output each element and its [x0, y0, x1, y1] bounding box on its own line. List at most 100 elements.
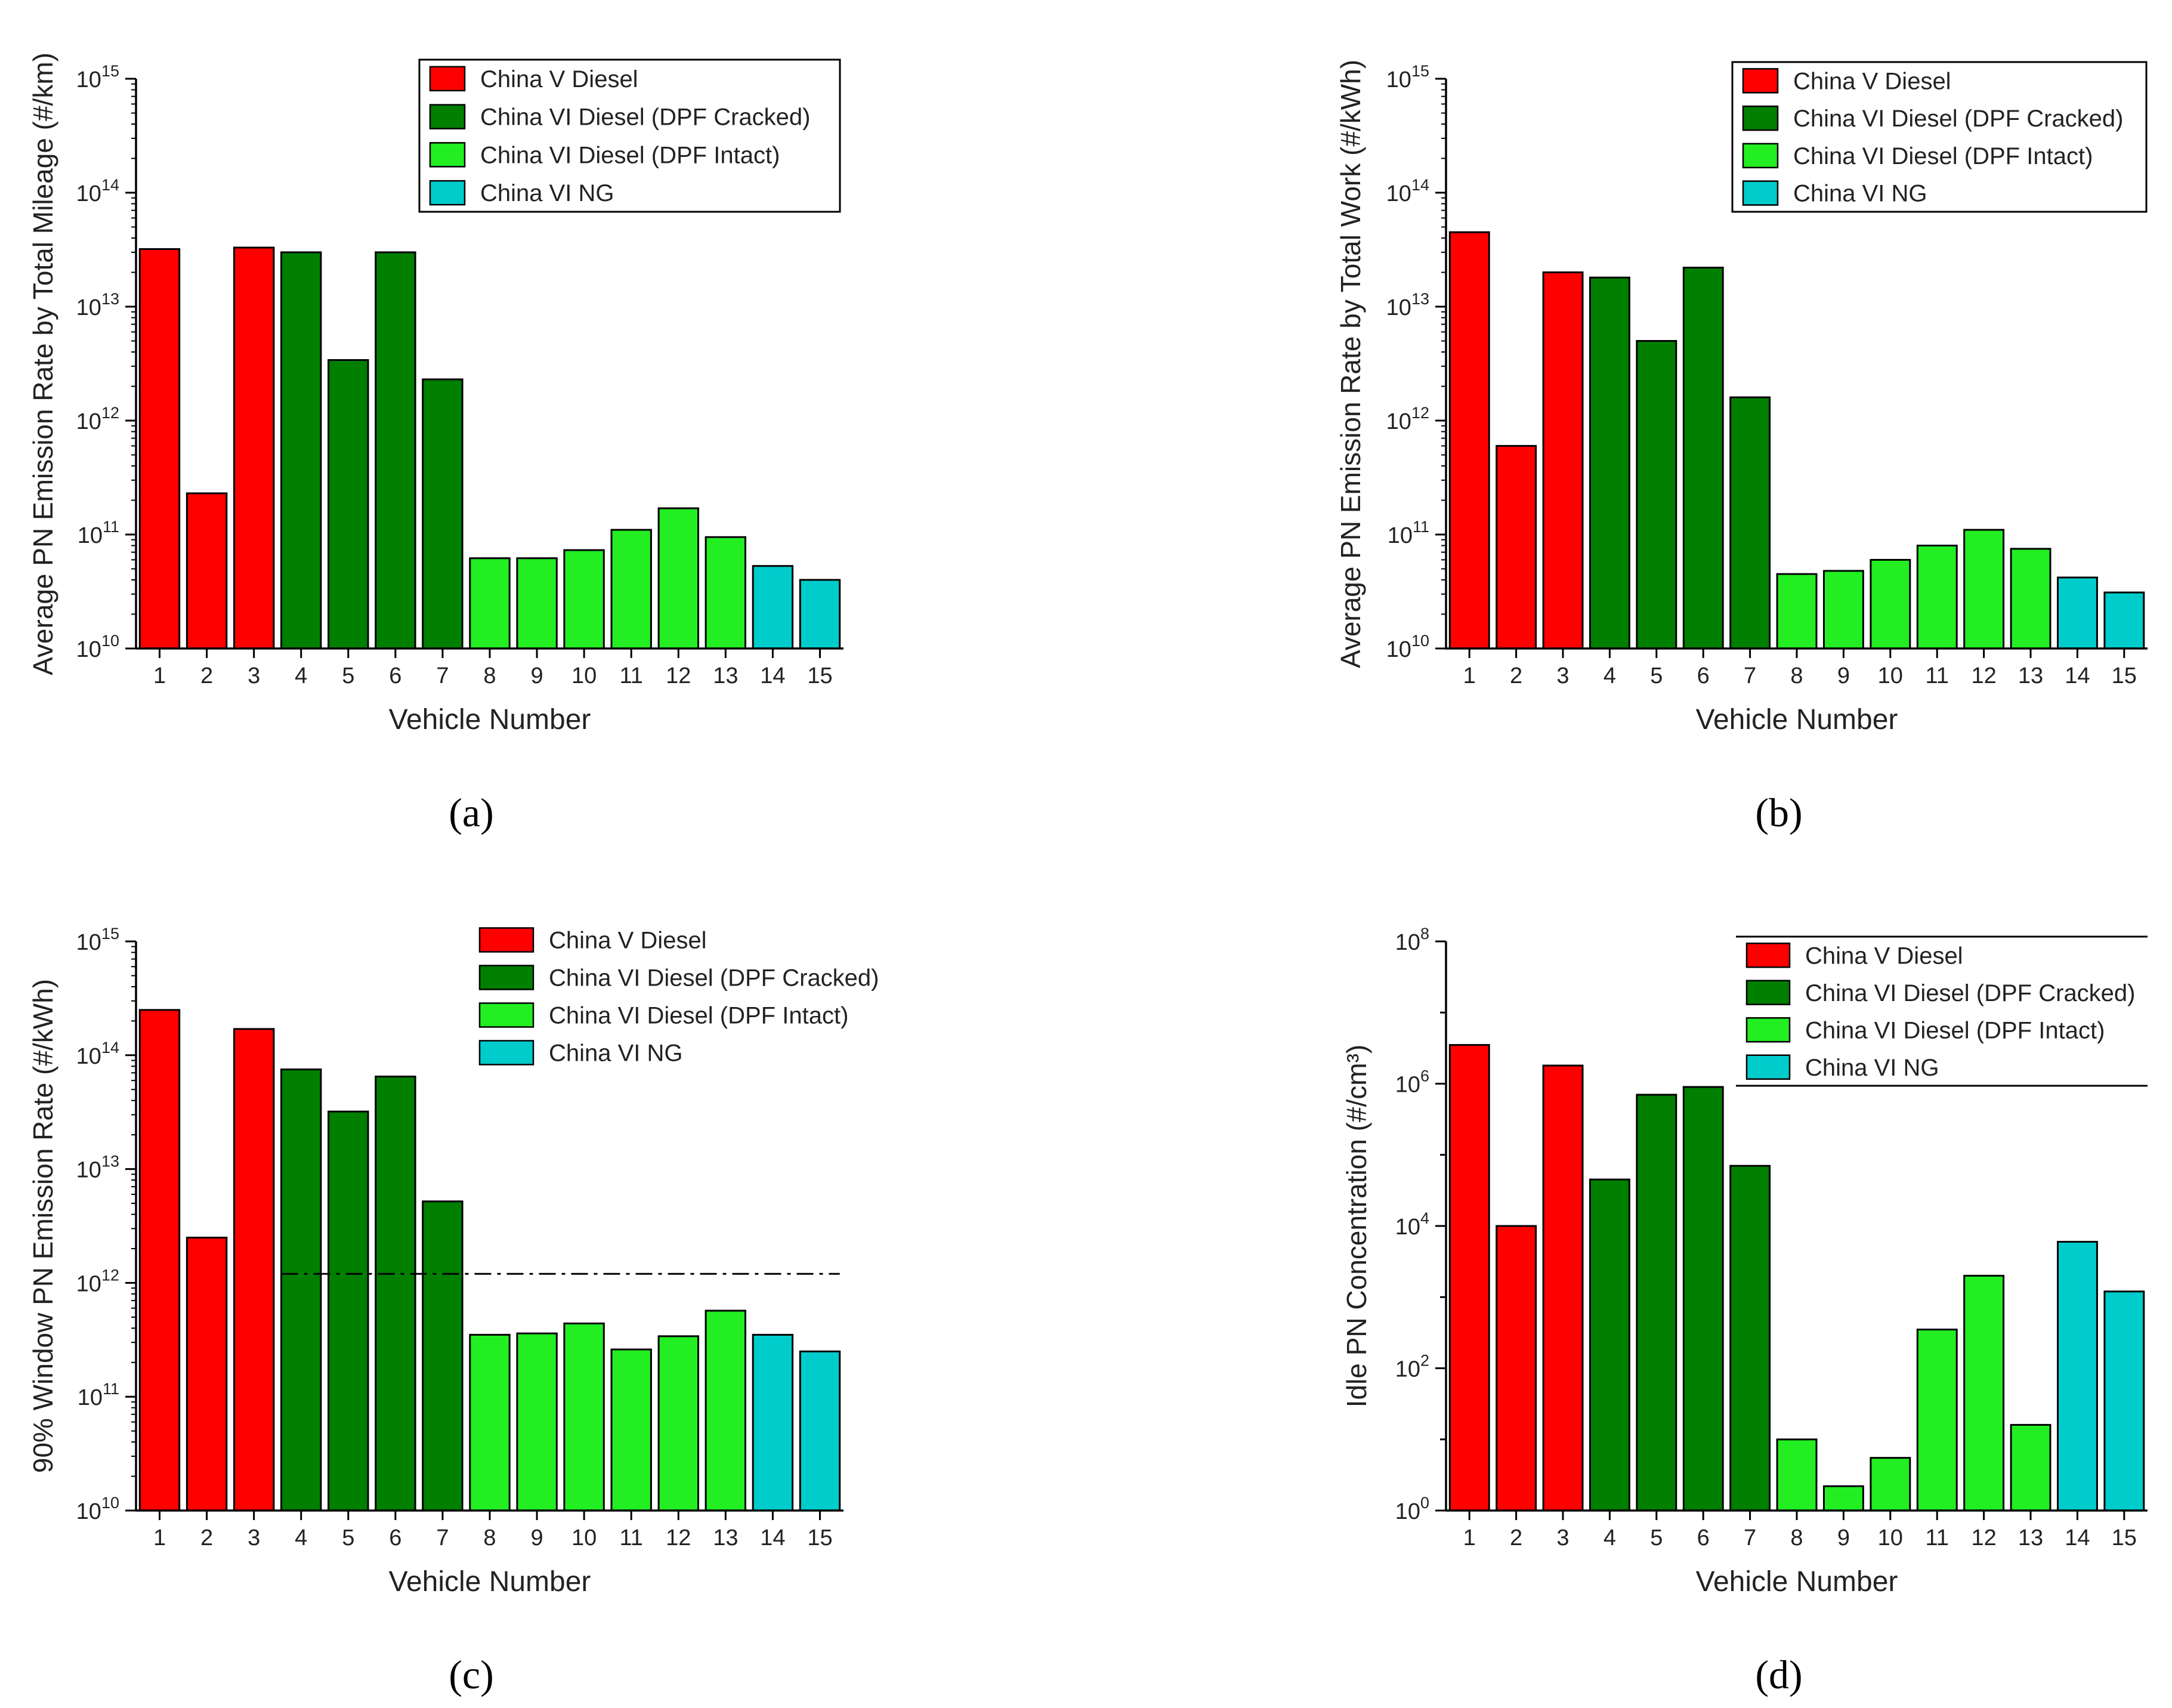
y-axis-title: Average PN Emission Rate by Total Work (… [1335, 60, 1366, 668]
bar-vehicle-4 [1589, 1178, 1630, 1512]
legend-swatch [1745, 980, 1791, 1005]
chart-panel-c: 1 2 3 4 5 6 7 8 9 10 11 12 13 14 151010101110121013101… [27, 925, 879, 1697]
legend-entry: China VI NG [549, 1040, 683, 1067]
legend-swatch [1742, 143, 1779, 169]
bar-vehicle-15 [2103, 1290, 2145, 1512]
x-tick-label: 15 [2112, 1525, 2137, 1551]
bar-vehicle-13 [705, 1309, 746, 1512]
y-tick-label: 1010 [1386, 632, 1429, 662]
bar-vehicle-11 [610, 1348, 652, 1512]
bar-vehicle-9 [1823, 570, 1864, 650]
bar-vehicle-8 [1776, 573, 1818, 650]
bar-vehicle-15 [2103, 591, 2145, 650]
chart-panel-a: 1 2 3 4 5 6 7 8 9 10 11 12 13 14 151010101110121013101… [27, 52, 844, 835]
x-tick-label: 6 [1697, 663, 1710, 688]
legend-entry: China VI Diesel (DPF Cracked) [1805, 980, 2136, 1006]
bar-vehicle-7 [1729, 396, 1771, 650]
x-tick-label: 11 [1925, 663, 1948, 688]
x-tick-label: 12 [666, 663, 691, 688]
y-axis-title: 90% Window PN Emission Rate (#/kWh) [27, 979, 58, 1473]
bar-vehicle-11 [1916, 545, 1958, 650]
x-tick-label: 8 [1790, 663, 1803, 688]
y-axis-title: Idle PN Concentration (#/cm³) [1341, 1045, 1372, 1407]
bar-vehicle-6 [375, 1076, 416, 1512]
x-tick-label: 1 [1463, 1525, 1476, 1551]
legend-entry: China VI Diesel (DPF Intact) [480, 142, 780, 168]
bar-vehicle-2 [1496, 444, 1537, 650]
bar-vehicle-5 [1636, 1094, 1677, 1512]
x-tick-label: 6 [389, 663, 401, 688]
bar-vehicle-6 [1682, 1086, 1724, 1512]
x-tick-label: 12 [1971, 663, 1996, 688]
legend-swatch [1742, 105, 1779, 131]
x-tick-label: 12 [666, 1525, 691, 1551]
x-tick-label: 14 [760, 1525, 785, 1551]
x-axis-title: Vehicle Number [389, 704, 591, 736]
bar-vehicle-9 [516, 1332, 558, 1512]
legend: China V Diesel China VI Diesel (DPF Crack… [1736, 935, 2148, 1087]
x-tick-label: 11 [619, 663, 642, 688]
bar-vehicle-4 [1589, 276, 1630, 650]
legend-swatch [478, 1040, 534, 1065]
legend-entry: China VI Diesel (DPF Cracked) [1793, 106, 2124, 132]
bar-vehicle-13 [705, 536, 746, 650]
x-tick-label: 7 [1744, 1525, 1756, 1551]
x-tick-label: 7 [1744, 663, 1756, 688]
bar-vehicle-7 [422, 1200, 464, 1512]
y-tick-label: 106 [1395, 1067, 1429, 1098]
panel-label: (d) [1755, 1652, 1802, 1697]
panel-label: (a) [449, 790, 493, 835]
legend-entry: China VI Diesel (DPF Intact) [1793, 143, 2093, 169]
panel-label: (b) [1755, 790, 1802, 835]
bar-vehicle-1 [1448, 1044, 1490, 1512]
x-tick-label: 3 [1556, 1525, 1569, 1551]
legend-box [1731, 61, 2148, 213]
bar-vehicle-5 [328, 1110, 369, 1512]
legend-swatch [1745, 943, 1791, 968]
bar-vehicle-1 [1448, 231, 1490, 650]
legend-entry: China V Diesel [1793, 68, 1951, 94]
y-tick-label: 1010 [76, 1494, 119, 1524]
x-tick-label: 2 [1510, 1525, 1522, 1551]
legend: China V Diesel China VI Diesel (DPF Crack… [418, 58, 841, 213]
x-tick-label: 1 [153, 663, 166, 688]
x-tick-label: 3 [1556, 663, 1569, 688]
legend-swatch [1745, 1017, 1791, 1043]
y-tick-label: 1013 [76, 1153, 119, 1183]
x-tick-label: 8 [1790, 1525, 1803, 1551]
chart-panel-b: 1 2 3 4 5 6 7 8 9 10 11 12 13 14 151010101110121013101… [1335, 60, 2148, 835]
legend-swatch [429, 142, 466, 168]
x-tick-label: 4 [295, 663, 307, 688]
bar-vehicle-6 [375, 251, 416, 650]
x-tick-label: 9 [1837, 1525, 1850, 1551]
x-tick-label: 7 [436, 663, 449, 688]
x-tick-label: 11 [1925, 1525, 1948, 1551]
legend-swatch [478, 927, 534, 953]
x-tick-label: 5 [1650, 663, 1663, 688]
legend-entry: China VI Diesel (DPF Cracked) [549, 965, 879, 992]
bar-vehicle-15 [799, 1350, 841, 1512]
y-tick-label: 104 [1395, 1209, 1429, 1240]
y-tick-label: 1011 [78, 1380, 119, 1410]
y-tick-label: 1015 [76, 925, 119, 955]
legend-entry: China V Diesel [1805, 943, 1963, 969]
legend-box [418, 58, 841, 213]
bar-vehicle-11 [1916, 1329, 1958, 1512]
x-tick-label: 10 [1878, 1525, 1903, 1551]
legend-swatch [1745, 1054, 1791, 1080]
x-tick-label: 1 [153, 1525, 166, 1551]
y-tick-label: 108 [1395, 925, 1429, 955]
x-tick-label: 13 [2018, 663, 2043, 688]
y-tick-label: 100 [1395, 1494, 1429, 1524]
bar-vehicle-14 [752, 1333, 794, 1512]
x-tick-label: 15 [807, 663, 832, 688]
bar-vehicle-8 [469, 1333, 511, 1512]
legend-entry: China VI Diesel (DPF Intact) [1805, 1017, 2105, 1043]
x-tick-label: 15 [2112, 663, 2137, 688]
bar-vehicle-12 [657, 1335, 699, 1512]
legend-entry: China V Diesel [480, 66, 638, 92]
bar-vehicle-13 [2010, 1423, 2051, 1512]
bar-vehicle-10 [563, 1322, 605, 1512]
bar-vehicle-14 [2057, 576, 2098, 650]
y-tick-label: 1014 [76, 176, 119, 206]
